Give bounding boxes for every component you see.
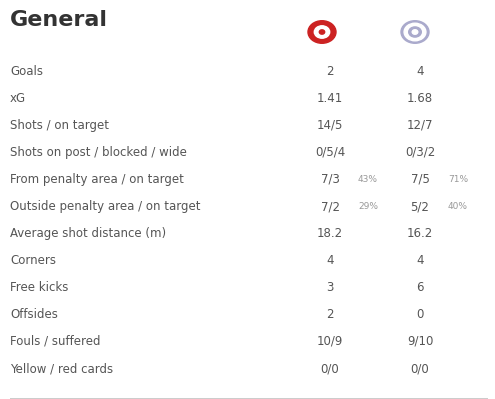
Text: 14/5: 14/5 — [317, 119, 343, 132]
Text: 9/10: 9/10 — [407, 335, 433, 348]
Text: 6: 6 — [416, 281, 424, 294]
Text: xG: xG — [10, 92, 26, 105]
Text: 71%: 71% — [448, 175, 468, 184]
Circle shape — [401, 21, 429, 43]
Text: 0: 0 — [416, 308, 424, 321]
Text: 3: 3 — [326, 281, 334, 294]
Text: 0/5/4: 0/5/4 — [315, 146, 345, 159]
Circle shape — [308, 21, 336, 43]
Text: From penalty area / on target: From penalty area / on target — [10, 173, 184, 186]
Text: 0/0: 0/0 — [321, 362, 340, 375]
Circle shape — [404, 23, 426, 41]
Text: 0/3/2: 0/3/2 — [405, 146, 435, 159]
Text: Corners: Corners — [10, 254, 56, 267]
Text: 43%: 43% — [358, 175, 378, 184]
Text: General: General — [10, 10, 108, 30]
Text: 0/0: 0/0 — [411, 362, 429, 375]
Text: Offsides: Offsides — [10, 308, 58, 321]
Text: 7/5: 7/5 — [410, 173, 430, 186]
Text: Fouls / suffered: Fouls / suffered — [10, 335, 100, 348]
Text: Shots on post / blocked / wide: Shots on post / blocked / wide — [10, 146, 187, 159]
Text: Outside penalty area / on target: Outside penalty area / on target — [10, 200, 200, 213]
Circle shape — [319, 30, 325, 34]
Text: Free kicks: Free kicks — [10, 281, 68, 294]
Text: 1.68: 1.68 — [407, 92, 433, 105]
Text: 16.2: 16.2 — [407, 227, 433, 240]
Text: 4: 4 — [416, 65, 424, 78]
Text: 4: 4 — [416, 254, 424, 267]
Text: 10/9: 10/9 — [317, 335, 343, 348]
Text: 2: 2 — [326, 65, 334, 78]
Text: Average shot distance (m): Average shot distance (m) — [10, 227, 166, 240]
Text: Shots / on target: Shots / on target — [10, 119, 109, 132]
Circle shape — [412, 30, 418, 34]
Text: 12/7: 12/7 — [407, 119, 433, 132]
Text: Yellow / red cards: Yellow / red cards — [10, 362, 113, 375]
Text: Goals: Goals — [10, 65, 43, 78]
Text: 1.41: 1.41 — [317, 92, 343, 105]
Text: 5/2: 5/2 — [410, 200, 430, 213]
Text: 2: 2 — [326, 308, 334, 321]
Text: 7/3: 7/3 — [321, 173, 340, 186]
Text: 4: 4 — [326, 254, 334, 267]
Circle shape — [314, 26, 330, 38]
Text: 40%: 40% — [448, 202, 468, 211]
Text: 18.2: 18.2 — [317, 227, 343, 240]
Circle shape — [409, 27, 421, 37]
Text: 29%: 29% — [358, 202, 378, 211]
Text: 7/2: 7/2 — [320, 200, 340, 213]
